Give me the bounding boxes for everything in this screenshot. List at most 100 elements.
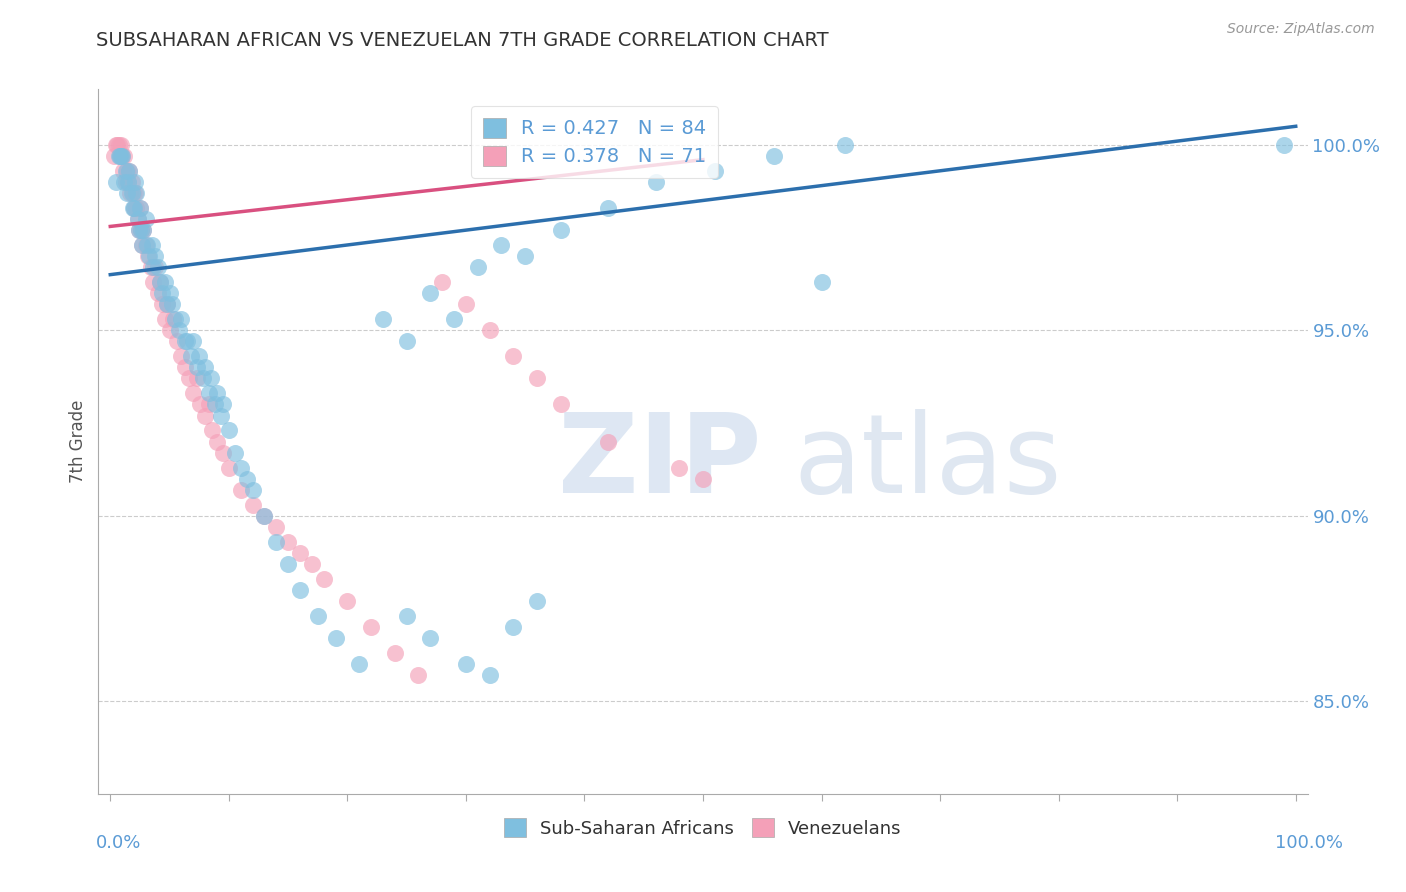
- Point: [127, 212, 149, 227]
- Point: [160, 297, 183, 311]
- Point: [212, 397, 235, 411]
- Point: [200, 371, 222, 385]
- Point: [312, 572, 335, 586]
- Point: [176, 334, 198, 349]
- Point: [190, 397, 212, 411]
- Point: [197, 397, 219, 411]
- Point: [491, 238, 513, 252]
- Point: [515, 249, 537, 263]
- Point: [129, 201, 152, 215]
- Point: [288, 546, 311, 560]
- Point: [110, 137, 132, 152]
- Point: [277, 557, 299, 571]
- Point: [115, 163, 138, 178]
- Point: [810, 275, 832, 289]
- Point: [371, 312, 394, 326]
- Point: [121, 201, 143, 215]
- Point: [201, 424, 224, 438]
- Point: [467, 260, 489, 275]
- Point: [763, 149, 786, 163]
- Point: [118, 163, 141, 178]
- Point: [336, 594, 359, 608]
- Point: [107, 149, 129, 163]
- Point: [105, 137, 128, 152]
- Text: atlas: atlas: [793, 409, 1062, 516]
- Point: [121, 175, 143, 189]
- Point: [834, 137, 856, 152]
- Point: [136, 238, 159, 252]
- Point: [598, 434, 620, 449]
- Point: [703, 163, 725, 178]
- Point: [129, 223, 152, 237]
- Point: [115, 186, 138, 200]
- Point: [129, 223, 152, 237]
- Point: [229, 483, 252, 497]
- Point: [131, 238, 153, 252]
- Point: [395, 608, 418, 623]
- Point: [128, 223, 150, 237]
- Point: [301, 557, 323, 571]
- Point: [108, 149, 131, 163]
- Point: [118, 163, 141, 178]
- Point: [152, 286, 174, 301]
- Y-axis label: 7th Grade: 7th Grade: [69, 400, 87, 483]
- Text: SUBSAHARAN AFRICAN VS VENEZUELAN 7TH GRADE CORRELATION CHART: SUBSAHARAN AFRICAN VS VENEZUELAN 7TH GRA…: [96, 31, 828, 50]
- Point: [121, 186, 143, 200]
- Point: [125, 186, 148, 200]
- Point: [174, 334, 197, 349]
- Point: [146, 260, 169, 275]
- Point: [550, 397, 572, 411]
- Text: 100.0%: 100.0%: [1275, 834, 1343, 852]
- Text: 0.0%: 0.0%: [96, 834, 141, 852]
- Point: [692, 472, 714, 486]
- Point: [114, 175, 136, 189]
- Point: [205, 434, 228, 449]
- Point: [159, 286, 181, 301]
- Point: [153, 312, 176, 326]
- Point: [478, 323, 501, 337]
- Point: [135, 238, 157, 252]
- Point: [395, 334, 418, 349]
- Point: [384, 646, 406, 660]
- Point: [253, 508, 276, 523]
- Point: [181, 386, 204, 401]
- Point: [174, 360, 197, 375]
- Point: [502, 349, 524, 363]
- Point: [668, 460, 690, 475]
- Point: [105, 137, 128, 152]
- Point: [122, 201, 145, 215]
- Point: [264, 520, 287, 534]
- Point: [205, 386, 228, 401]
- Point: [170, 312, 193, 326]
- Text: Source: ZipAtlas.com: Source: ZipAtlas.com: [1227, 22, 1375, 37]
- Point: [347, 657, 370, 671]
- Point: [128, 223, 150, 237]
- Point: [229, 460, 252, 475]
- Point: [156, 297, 179, 311]
- Point: [242, 498, 264, 512]
- Point: [131, 238, 153, 252]
- Point: [107, 137, 129, 152]
- Point: [132, 223, 155, 237]
- Point: [114, 163, 136, 178]
- Point: [209, 409, 232, 423]
- Point: [141, 238, 163, 252]
- Point: [111, 149, 134, 163]
- Point: [108, 149, 131, 163]
- Point: [111, 149, 134, 163]
- Point: [224, 445, 246, 459]
- Point: [127, 212, 149, 227]
- Point: [526, 371, 548, 385]
- Point: [204, 397, 226, 411]
- Point: [124, 175, 146, 189]
- Point: [360, 620, 382, 634]
- Text: ZIP: ZIP: [558, 409, 761, 516]
- Point: [105, 175, 128, 189]
- Point: [139, 260, 162, 275]
- Point: [419, 631, 441, 645]
- Point: [218, 460, 240, 475]
- Point: [149, 275, 172, 289]
- Legend: Sub-Saharan Africans, Venezuelans: Sub-Saharan Africans, Venezuelans: [496, 811, 910, 845]
- Point: [146, 286, 169, 301]
- Point: [188, 349, 211, 363]
